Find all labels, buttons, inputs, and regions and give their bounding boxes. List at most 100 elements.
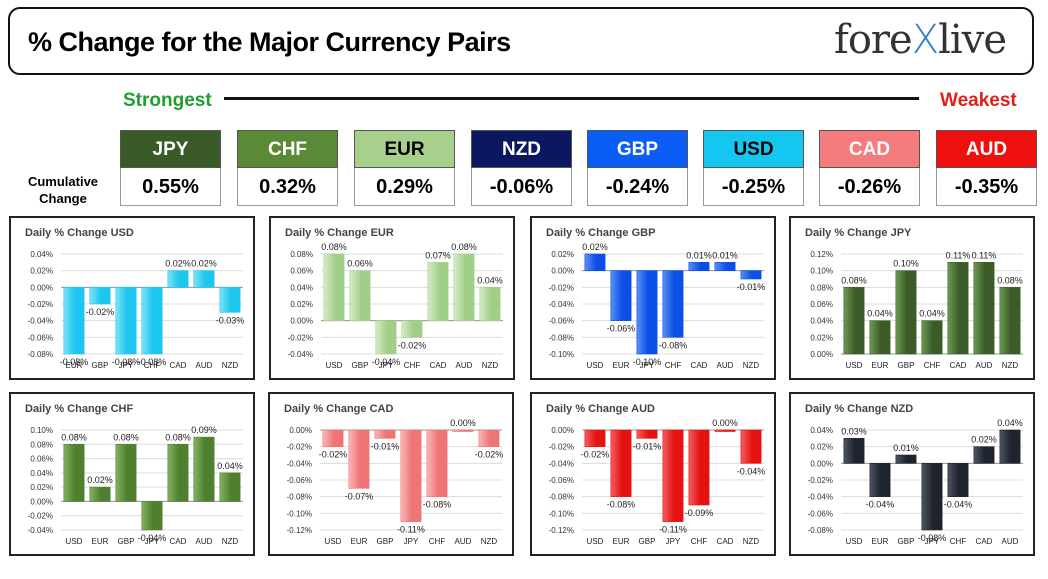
currency-code: CHF — [237, 130, 338, 168]
currency-box-gbp: GBP -0.24% — [587, 130, 688, 206]
y-tick-label: -0.02% — [28, 512, 53, 521]
x-tick-label: CHF — [404, 361, 421, 370]
x-tick-label: JPY — [925, 537, 940, 546]
bar — [869, 463, 891, 497]
y-tick-label: -0.04% — [808, 493, 833, 502]
bar — [740, 270, 762, 280]
currency-cumulative-value: -0.24% — [587, 168, 688, 206]
bar — [167, 443, 189, 502]
chart-aud: Daily % Change AUD 0.00% -0.02% -0.04% -0.06… — [546, 403, 765, 546]
bar — [947, 262, 969, 355]
bar — [323, 253, 345, 321]
x-tick-label: CAD — [170, 361, 187, 370]
bar — [322, 429, 344, 447]
data-label: -0.01% — [633, 441, 662, 451]
data-label: 0.08% — [321, 242, 347, 252]
y-tick-label: 0.06% — [30, 455, 53, 464]
data-label: 0.08% — [451, 242, 477, 252]
y-tick-label: 0.00% — [551, 426, 574, 435]
page-title: % Change for the Major Currency Pairs — [28, 27, 511, 57]
bar — [219, 472, 241, 502]
data-label: -0.02% — [319, 450, 348, 460]
x-tick-label: NZD — [1002, 361, 1019, 370]
bar — [636, 429, 658, 439]
x-tick-label: USD — [846, 537, 863, 546]
bar — [401, 320, 423, 338]
x-tick-label: NZD — [222, 361, 239, 370]
chart-usd: Daily % Change USD 0.04% 0.02% 0.00% -0.02% -… — [25, 227, 244, 370]
chart-cad: Daily % Change CAD 0.00% -0.02% -0.04% -0.06… — [284, 403, 503, 546]
bar — [115, 443, 137, 502]
bar — [400, 429, 422, 522]
data-label: 0.07% — [425, 250, 451, 260]
chart-title: Daily % Change CHF — [25, 403, 133, 415]
data-label: -0.06% — [607, 324, 636, 334]
x-tick-label: GBP — [352, 361, 369, 370]
y-tick-label: 0.10% — [810, 267, 833, 276]
data-label: 0.04% — [867, 309, 893, 319]
x-tick-label: JPY — [640, 361, 655, 370]
currency-box-eur: EUR 0.29% — [354, 130, 455, 206]
data-label: 0.03% — [841, 426, 867, 436]
logo-text-live: live — [938, 17, 1007, 63]
y-tick-label: 0.02% — [290, 300, 313, 309]
y-tick-label: -0.04% — [28, 526, 53, 535]
data-label: 0.01% — [712, 250, 738, 260]
bar — [921, 463, 943, 531]
x-tick-label: CHF — [950, 537, 967, 546]
x-tick-label: AUD — [717, 361, 734, 370]
chart-panel-jpy: Daily % Change JPY 0.12% 0.10% 0.08% 0.06% 0.… — [789, 216, 1035, 380]
chart-panel-aud: Daily % Change AUD 0.00% -0.02% -0.04% -0.06… — [530, 392, 776, 556]
data-label: -0.08% — [659, 340, 688, 350]
data-label: 0.02% — [582, 242, 608, 252]
y-tick-label: 0.04% — [810, 317, 833, 326]
bar — [714, 429, 736, 432]
data-label: -0.02% — [86, 307, 115, 317]
data-label: 0.04% — [997, 418, 1023, 428]
weakest-label: Weakest — [940, 90, 1017, 111]
data-label: 0.02% — [165, 259, 191, 269]
y-tick-label: 0.08% — [810, 283, 833, 292]
x-tick-label: EUR — [92, 537, 109, 546]
bar — [63, 287, 85, 355]
data-label: -0.07% — [345, 491, 374, 501]
bar — [89, 287, 111, 305]
x-tick-label: EUR — [351, 537, 368, 546]
x-tick-label: AUD — [196, 361, 213, 370]
data-label: 0.01% — [686, 250, 712, 260]
logo-x-mark: X — [911, 17, 939, 63]
x-tick-label: NZD — [222, 537, 239, 546]
data-label: -0.02% — [398, 340, 427, 350]
y-tick-label: -0.02% — [549, 443, 574, 452]
y-tick-label: -0.12% — [287, 526, 312, 535]
x-tick-label: AUD — [196, 537, 213, 546]
data-label: 0.08% — [841, 275, 867, 285]
y-tick-label: 0.08% — [290, 250, 313, 259]
x-tick-label: EUR — [872, 361, 889, 370]
chart-nzd: Daily % Change NZD0.04%0.02%0.00%-0.02%-… — [805, 403, 1023, 546]
chart-panel-chf: Daily % Change CHF 0.10% 0.08% 0.06% 0.04% 0.… — [9, 392, 255, 556]
y-tick-label: -0.06% — [28, 333, 53, 342]
y-tick-label: -0.10% — [287, 509, 312, 518]
data-label: -0.08% — [918, 533, 947, 543]
currency-cumulative-value: 0.29% — [354, 168, 455, 206]
data-label: 0.08% — [165, 432, 191, 442]
y-tick-label: 0.02% — [30, 267, 53, 276]
y-tick-label: -0.08% — [287, 493, 312, 502]
currency-box-aud: AUD -0.35% — [936, 130, 1037, 206]
bar — [167, 270, 189, 288]
y-tick-label: -0.02% — [28, 300, 53, 309]
bar — [843, 438, 865, 464]
data-label: 0.11% — [972, 250, 997, 260]
x-tick-label: CAD — [170, 537, 187, 546]
data-label: 0.09% — [191, 425, 217, 435]
bar — [89, 486, 111, 502]
data-label: 0.10% — [893, 259, 919, 269]
y-tick-label: 0.02% — [810, 443, 833, 452]
x-tick-label: CHF — [144, 361, 161, 370]
currency-box-nzd: NZD -0.06% — [471, 130, 572, 206]
x-tick-label: CHF — [665, 361, 682, 370]
chart-title: Daily % Change GBP — [546, 227, 655, 239]
data-label: -0.11% — [397, 525, 425, 535]
data-label: -0.04% — [866, 500, 895, 510]
